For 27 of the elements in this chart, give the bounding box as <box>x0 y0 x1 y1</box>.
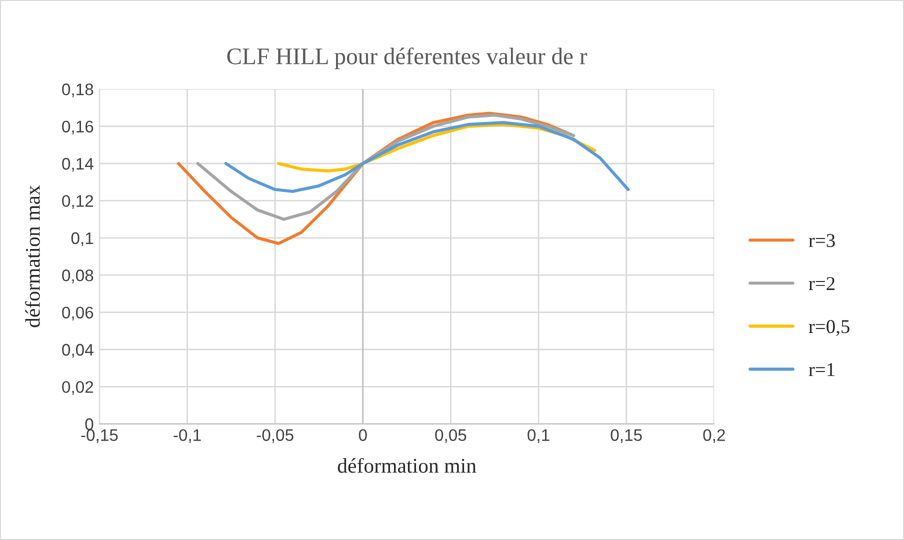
x-tick-label: 0,05 <box>435 429 466 443</box>
y-tick-label: 0,12 <box>62 195 94 209</box>
x-tick-label: -0,1 <box>174 429 201 443</box>
chart-title: CLF HILL pour déferentes valeur de r <box>227 47 588 70</box>
x-tick-label: 0,15 <box>610 429 642 443</box>
y-tick-label: 0 <box>85 418 94 430</box>
x-tick-label: 0 <box>358 429 367 442</box>
x-tick-label: -0,15 <box>81 429 118 443</box>
y-axis-title: déformation max <box>25 185 40 328</box>
y-tick-label: 0,1 <box>71 232 94 246</box>
line-series <box>196 114 576 221</box>
legend-label: r=2 <box>808 277 835 290</box>
y-tick-label: 0,08 <box>62 270 94 284</box>
y-tick-label: 0,04 <box>62 344 94 358</box>
legend-label: r=1 <box>808 363 834 376</box>
y-tick-label: 0,02 <box>62 381 94 395</box>
line-series <box>224 121 630 193</box>
y-tick-label: 0,16 <box>62 120 94 134</box>
x-tick-label: 0,2 <box>703 429 725 443</box>
legend-label: r=3 <box>808 234 835 248</box>
y-tick-label: 0,18 <box>62 84 94 98</box>
y-tick-label: 0,14 <box>62 158 94 172</box>
x-axis-title: déformation min <box>338 458 476 473</box>
y-tick-label: 0,06 <box>62 306 94 320</box>
legend-label: r=0,5 <box>808 320 850 336</box>
x-tick-label: 0,1 <box>528 429 550 443</box>
x-tick-label: -0,05 <box>256 429 294 443</box>
